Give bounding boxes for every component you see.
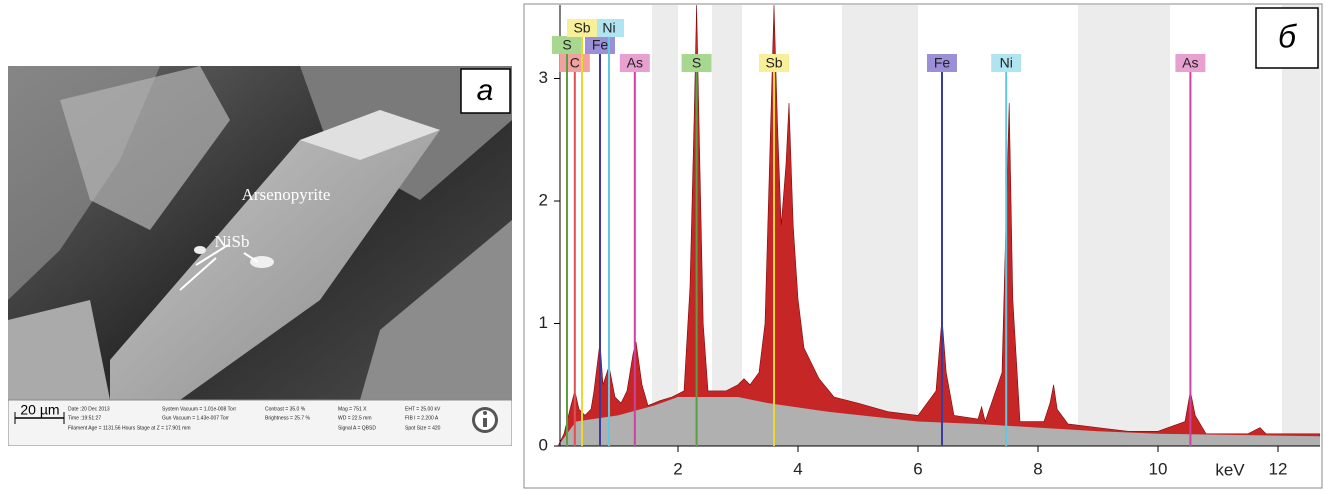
inclusion-label: NiSb: [215, 232, 250, 251]
element-label-box: [991, 54, 1022, 72]
panel-label: б: [1278, 18, 1297, 54]
element-label: Sb: [573, 20, 590, 36]
x-tick-label: 8: [1033, 459, 1042, 478]
element-label-box: [619, 54, 650, 72]
element-label: Fe: [592, 37, 609, 53]
element-label-box: [567, 19, 597, 37]
info-text: Brightness = 25.7 %: [265, 415, 310, 421]
y-tick-label: 0: [539, 435, 548, 454]
element-label: Ni: [1000, 55, 1013, 71]
x-tick-label: 10: [1149, 459, 1168, 478]
mineral-label: Arsenopyrite: [242, 185, 331, 204]
info-text: Signal A = QBSD: [338, 425, 376, 431]
x-tick-label: 4: [793, 459, 802, 478]
band: [1078, 5, 1170, 446]
info-text: Filament Age = 1131.56 Hours Stage at Z …: [68, 425, 190, 431]
y-tick-label: 2: [539, 190, 548, 209]
element-label: As: [1182, 55, 1198, 71]
element-label: S: [562, 37, 571, 53]
scale-bar-label: 20 µm: [20, 402, 59, 418]
element-label: Fe: [934, 55, 951, 71]
spectrum-area: [558, 397, 1320, 446]
info-text: EHT = 25.00 kV: [405, 406, 441, 412]
info-text: WD = 22.5 mm: [338, 415, 371, 421]
element-label-box: [552, 36, 582, 54]
x-tick-label: 2: [673, 459, 682, 478]
element-label-box: [594, 19, 624, 37]
x-axis-label: keV: [1215, 460, 1245, 479]
band: [842, 5, 918, 446]
panel-label-box: [1255, 7, 1319, 69]
info-bar: Date :20 Dec 2013 Time :19:51:27 Filament …: [68, 406, 441, 431]
info-text: Date :20 Dec 2013: [68, 406, 110, 412]
element-label-box: [759, 54, 789, 72]
element-label-box: [927, 54, 957, 72]
x-tick-label: 12: [1269, 459, 1288, 478]
bands: [652, 5, 1320, 446]
element-label-box: [1175, 54, 1206, 72]
element-label-box: [585, 36, 615, 54]
panel-label: a: [477, 74, 494, 107]
info-text: System Vacuum = 1.01e-008 Torr: [162, 406, 236, 412]
info-text: Time :19:51:27: [68, 415, 101, 421]
element-label: Ni: [602, 20, 615, 36]
element-label: S: [692, 55, 701, 71]
element-label-box: [681, 54, 712, 72]
y-tick-label: 1: [539, 313, 548, 332]
band: [652, 5, 678, 446]
element-label: As: [627, 55, 643, 71]
element-label: Sb: [765, 55, 782, 71]
sem-image: [8, 66, 512, 446]
band: [712, 5, 742, 446]
info-text: Contrast = 35.0 %: [265, 406, 306, 412]
panel-label-box: [460, 68, 511, 114]
info-text: Mag = 751 X: [338, 406, 367, 412]
info-text: FIB I = 2.200 A: [405, 415, 439, 421]
info-text: Spot Size = 420: [405, 425, 441, 431]
y-tick-label: 3: [539, 68, 548, 87]
band: [1282, 5, 1320, 446]
x-tick-label: 6: [913, 459, 922, 478]
element-label: C: [570, 55, 580, 71]
info-text: Gun Vacuum = 1.43e-007 Torr: [162, 415, 229, 421]
